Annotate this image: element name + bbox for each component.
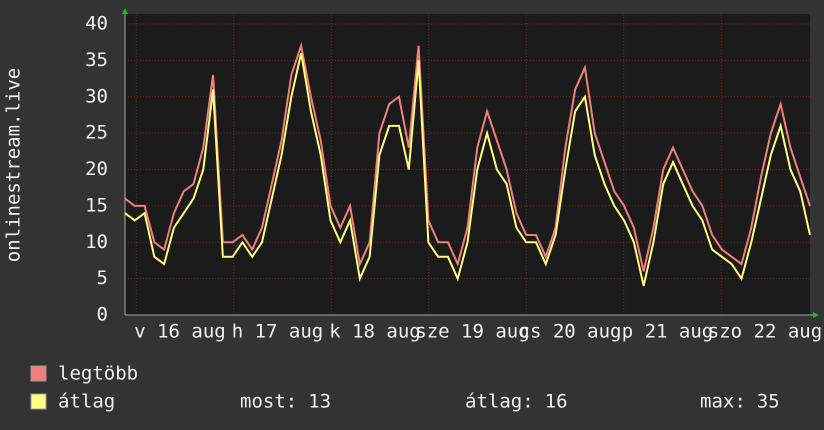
y-tick-label: 35 (85, 49, 108, 71)
y-tick-label: 20 (85, 158, 108, 180)
x-tick-label: h 17 aug (232, 321, 324, 343)
y-axis-label: onlinestream.live (3, 68, 25, 262)
x-tick-label: v 16 aug (134, 321, 226, 343)
x-tick-label: p 21 aug (622, 321, 714, 343)
y-tick-label: 10 (85, 231, 108, 253)
series-line (124, 41, 811, 272)
plot-area (125, 14, 810, 315)
stat-value: 35 (757, 391, 780, 413)
axis-arrow (813, 312, 819, 318)
x-tick-label: sze 19 aug (415, 321, 529, 343)
y-tick-label: 5 (97, 267, 108, 289)
y-tick-label: 40 (85, 13, 108, 35)
y-tick-label: 0 (97, 304, 108, 326)
y-tick-label: 15 (85, 194, 108, 216)
series-line (124, 52, 811, 287)
stat-label: max: (700, 391, 746, 413)
x-tick-label: k 18 aug (329, 321, 421, 343)
legend-swatch (30, 393, 47, 410)
stat-value: 16 (545, 391, 568, 413)
x-tick-label: szo 22 aug (708, 321, 822, 343)
axis-arrow (122, 8, 128, 14)
y-tick-label: 30 (85, 85, 108, 107)
legend-label: legtöbb (58, 363, 138, 385)
legend-swatch (30, 365, 47, 382)
x-tick-label: cs 20 aug (519, 321, 622, 343)
stat-value: 13 (308, 391, 331, 413)
y-tick-label: 25 (85, 122, 108, 144)
legend-label: átlag (58, 391, 115, 413)
stat-label: most: (240, 391, 297, 413)
stat-label: átlag: (465, 391, 534, 413)
